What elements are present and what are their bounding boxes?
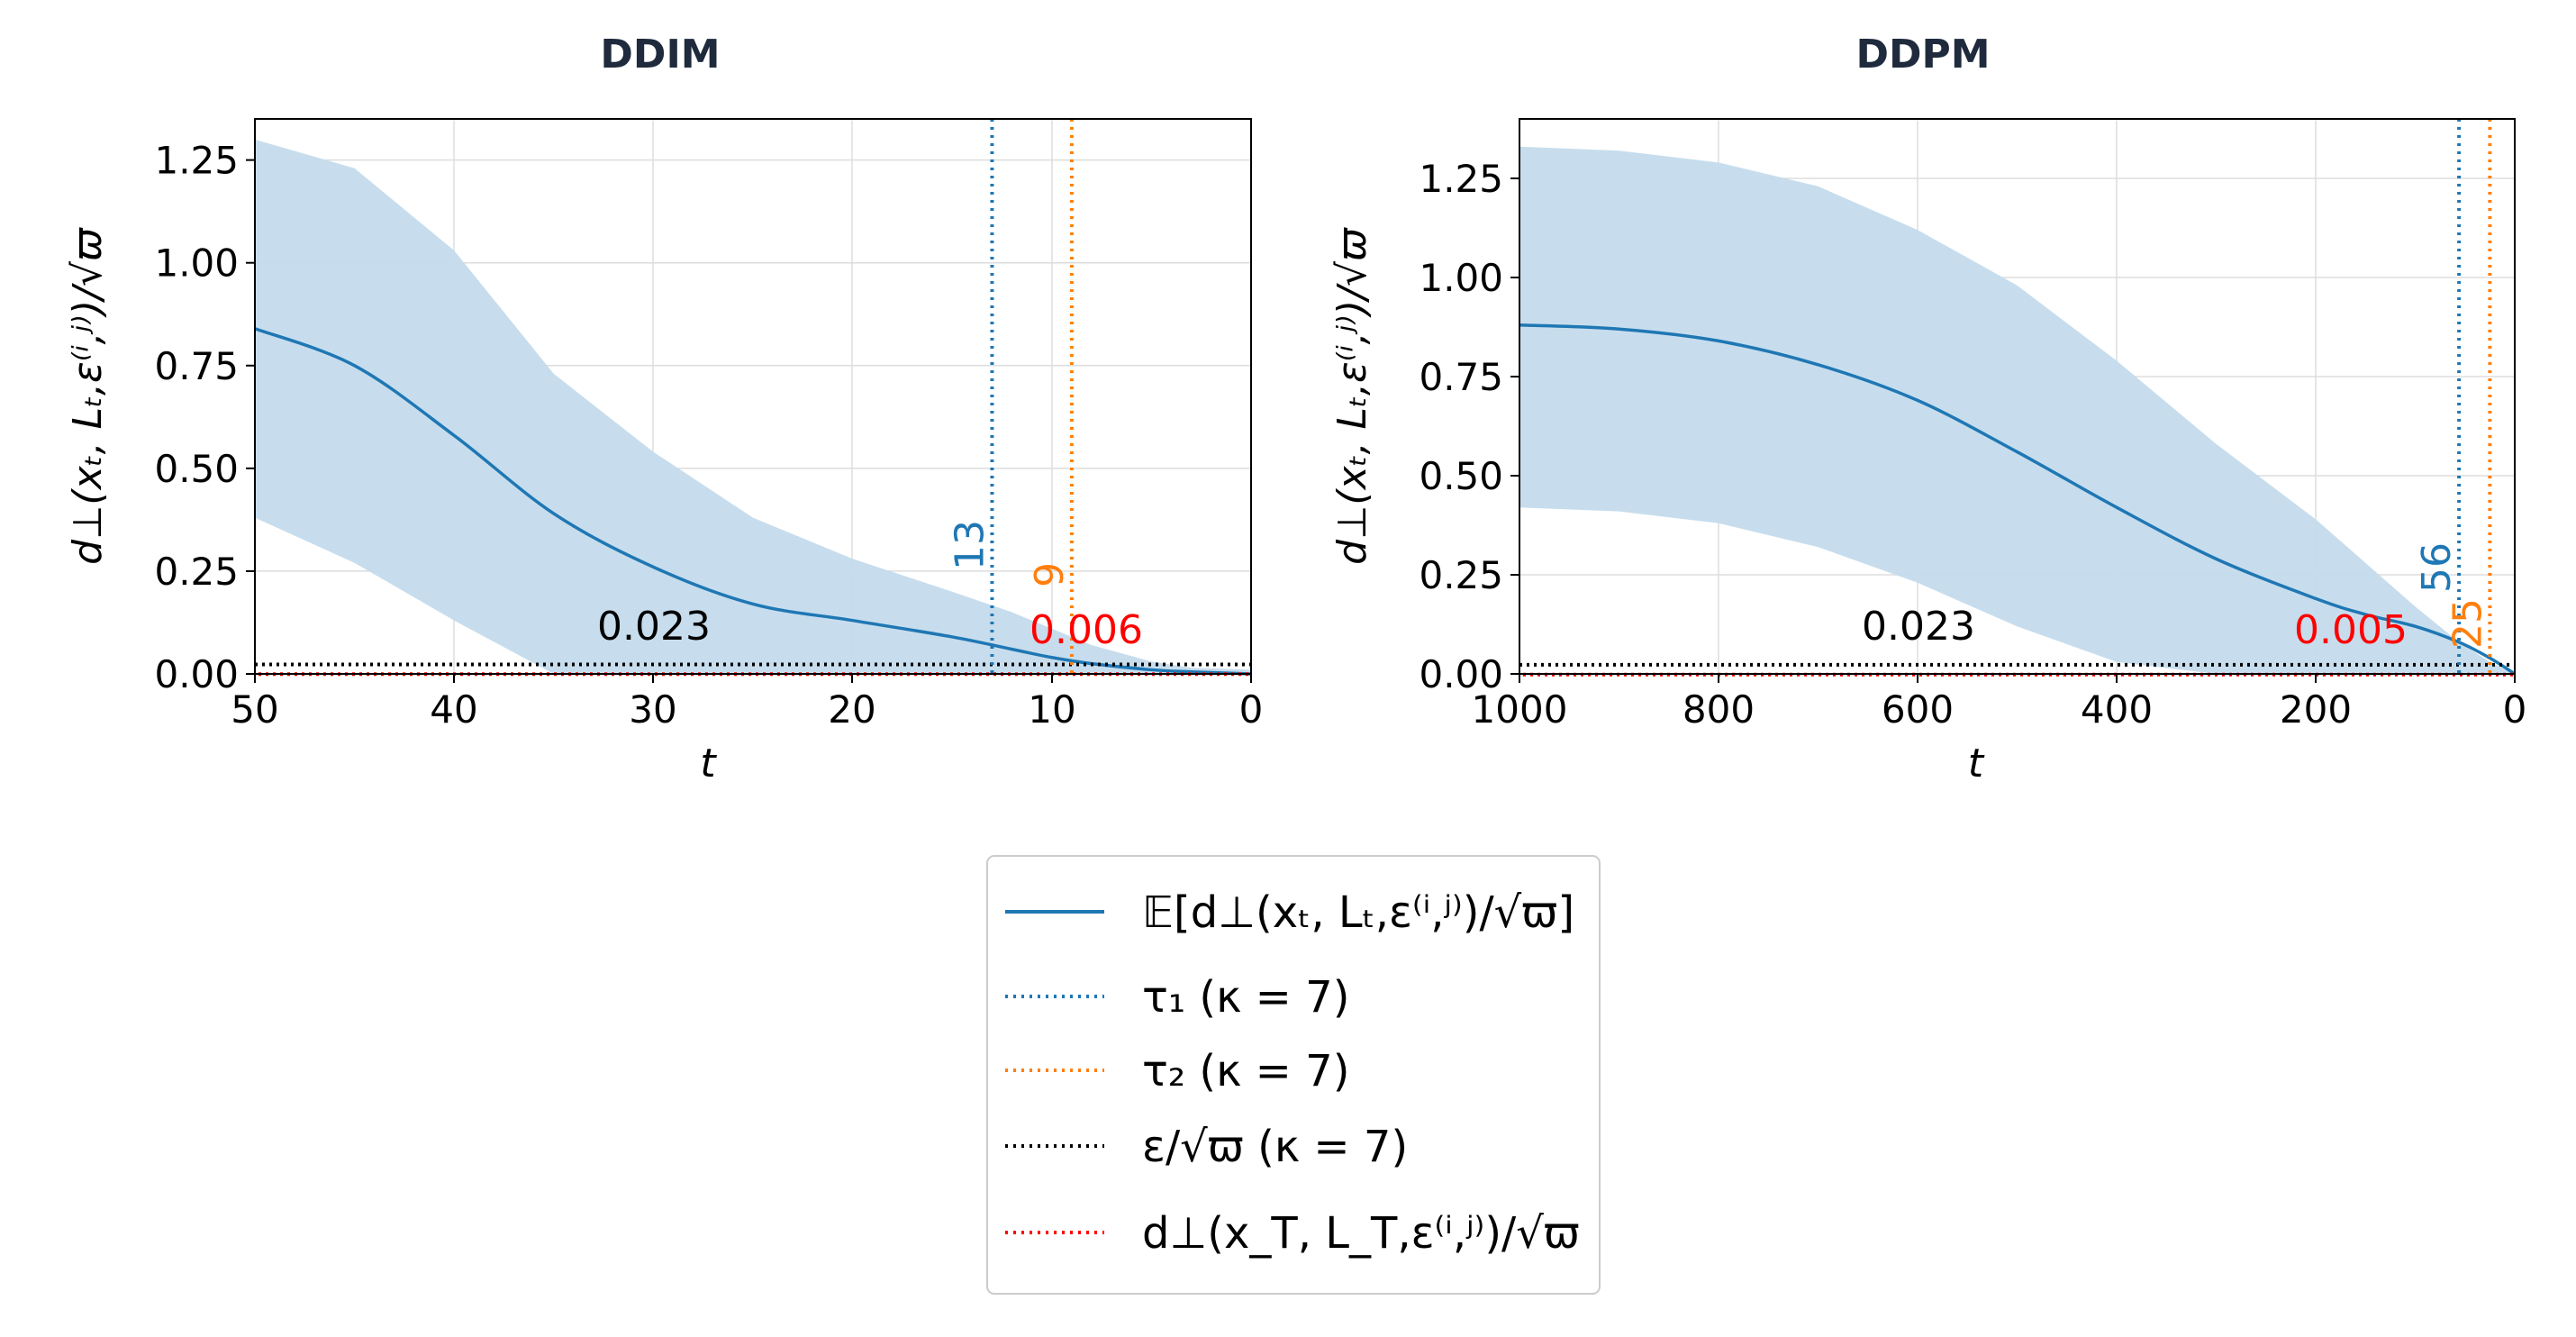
tau2-label: 9 [1027, 562, 1073, 587]
y-tick-label: 0.00 [154, 652, 239, 696]
y-tick-label: 1.25 [1419, 157, 1503, 201]
y-tick-label: 0.50 [154, 447, 239, 491]
x-tick-label: 800 [1683, 687, 1755, 732]
epsilon-value-label: 0.023 [1862, 604, 1975, 650]
x-tick-label: 600 [1882, 687, 1954, 732]
panel-title: DDIM [600, 32, 720, 77]
y-tick-label: 0.00 [1419, 652, 1503, 696]
x-tick-label: 20 [828, 687, 875, 732]
tau2-label: 25 [2444, 598, 2490, 649]
plot-frame [254, 118, 1252, 675]
mean-line [254, 327, 1252, 676]
dT-value-label: 0.005 [2294, 607, 2408, 653]
epsilon-value-label: 0.023 [597, 604, 711, 650]
legend-item-mean: 𝔼[d⊥(xₜ, Lₜ,ε⁽ⁱ,ʲ⁾)/√ϖ] [1005, 887, 1574, 938]
legend-item-tau1: τ₁ (κ = 7) [1005, 972, 1349, 1023]
legend-label-mean: 𝔼[d⊥(xₜ, Lₜ,ε⁽ⁱ,ʲ⁾)/√ϖ] [1142, 887, 1574, 938]
x-tick-label: 200 [2280, 687, 2352, 732]
x-axis-label: t [1968, 741, 1985, 787]
x-tick-label: 0 [1239, 687, 1264, 732]
y-tick-label: 1.25 [154, 139, 239, 183]
x-axis-label: t [700, 741, 717, 787]
legend-item-dT: d⊥(x_T, L_T,ε⁽ⁱ,ʲ⁾)/√ϖ [1005, 1208, 1580, 1259]
legend-label-tau1: τ₁ (κ = 7) [1142, 972, 1349, 1023]
std-band [255, 139, 1251, 674]
y-tick-label: 0.25 [154, 550, 239, 594]
y-tick-label: 1.00 [154, 241, 239, 286]
legend-label-tau2: τ₂ (κ = 7) [1142, 1046, 1349, 1096]
dT-value-label: 0.006 [1029, 607, 1143, 653]
y-axis-label: d⊥(xₜ, Lₜ,ε⁽ⁱ,ʲ⁾)/√ϖ [65, 227, 111, 565]
tau1-label: 56 [2414, 542, 2460, 593]
x-tick-label: 0 [2503, 687, 2527, 732]
tau1-label: 13 [947, 520, 993, 570]
y-tick-label: 1.00 [1419, 256, 1503, 300]
y-axis-label: d⊥(xₜ, Lₜ,ε⁽ⁱ,ʲ⁾)/√ϖ [1329, 227, 1375, 565]
x-tick-label: 1000 [1472, 687, 1568, 732]
mean-line [1519, 323, 2516, 676]
y-tick-label: 0.75 [1419, 355, 1503, 399]
x-tick-label: 40 [430, 687, 477, 732]
legend-item-eps: ε/√ϖ (κ = 7) [1005, 1122, 1408, 1172]
legend-box [986, 855, 1601, 1295]
x-tick-label: 10 [1028, 687, 1075, 732]
legend-label-eps: ε/√ϖ (κ = 7) [1142, 1122, 1408, 1172]
legend-item-tau2: τ₂ (κ = 7) [1005, 1046, 1349, 1096]
y-tick-label: 0.75 [154, 344, 239, 388]
plot-frame [1519, 118, 2516, 675]
std-band [1519, 146, 2515, 675]
y-tick-label: 0.50 [1419, 454, 1503, 498]
x-tick-label: 50 [231, 687, 278, 732]
panel-ddim: DDIM 13 9 0.023 0.006 50 40 30 20 10 0 0.00 0.25 0.50… [65, 32, 1263, 787]
x-tick-label: 30 [629, 687, 676, 732]
y-tick-label: 0.25 [1419, 553, 1503, 597]
x-tick-label: 400 [2081, 687, 2153, 732]
legend-label-dT: d⊥(x_T, L_T,ε⁽ⁱ,ʲ⁾)/√ϖ [1142, 1208, 1580, 1259]
legend: 𝔼[d⊥(xₜ, Lₜ,ε⁽ⁱ,ʲ⁾)/√ϖ] τ₁ (κ = 7) τ₂ (κ =… [986, 855, 1601, 1295]
panel-title: DDPM [1855, 32, 1990, 77]
